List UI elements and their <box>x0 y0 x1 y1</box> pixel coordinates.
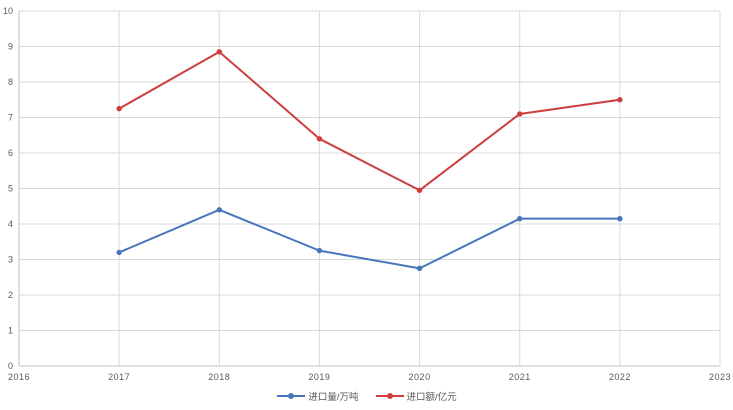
legend-item-import-value[interactable]: 进口额/亿元 <box>375 389 457 403</box>
data-point-series-0 <box>416 265 423 272</box>
data-point-series-0 <box>617 215 623 222</box>
y-axis-tick-label: 3 <box>8 255 13 265</box>
data-point-series-1 <box>316 136 323 142</box>
data-point-series-0 <box>316 247 323 254</box>
legend-label-import-value: 进口额/亿元 <box>406 392 457 403</box>
x-axis-tick-label: 2022 <box>609 372 631 382</box>
legend-label-import-volume: 进口量/万吨 <box>308 392 359 403</box>
x-axis-tick-label: 2023 <box>709 372 731 382</box>
y-axis-tick-label: 8 <box>8 77 13 87</box>
legend-marker-import-volume <box>277 393 306 399</box>
series-line-1 <box>118 50 621 192</box>
x-axis-tick-label: 2017 <box>108 372 130 382</box>
y-axis-tick-label: 5 <box>8 184 13 194</box>
data-point-series-1 <box>617 97 623 103</box>
y-axis-tick-label: 7 <box>8 113 13 123</box>
series-line-0 <box>118 208 621 270</box>
x-axis-tick-label: 2016 <box>8 372 30 382</box>
data-point-series-1 <box>116 105 122 112</box>
data-point-series-0 <box>116 249 122 256</box>
x-axis-tick-label: 2019 <box>308 372 330 382</box>
data-point-series-1 <box>517 111 523 117</box>
y-axis-tick-label: 2 <box>8 290 13 300</box>
y-axis-tick-label: 1 <box>8 326 13 336</box>
data-point-series-1 <box>416 187 423 193</box>
legend-marker-import-value <box>375 393 404 399</box>
y-axis-tick-label: 9 <box>8 42 13 52</box>
legend-circle-marker <box>386 393 393 399</box>
x-axis-tick-label: 2020 <box>409 372 431 382</box>
data-point-series-0 <box>517 215 523 222</box>
legend-item-import-volume[interactable]: 进口量/万吨 <box>276 389 359 403</box>
data-point-series-1 <box>216 49 222 55</box>
y-axis-tick-label: 10 <box>3 6 13 16</box>
legend-circle-marker <box>288 393 295 399</box>
x-axis-tick-label: 2021 <box>509 372 531 382</box>
y-axis-tick-label: 0 <box>8 361 13 371</box>
data-point-series-0 <box>216 207 222 213</box>
y-axis-tick-label: 6 <box>8 148 13 158</box>
chart-legend: 进口量/万吨 进口额/亿元 <box>0 387 733 405</box>
y-axis-tick-label: 4 <box>8 219 13 229</box>
x-axis-tick-label: 2018 <box>208 372 230 382</box>
